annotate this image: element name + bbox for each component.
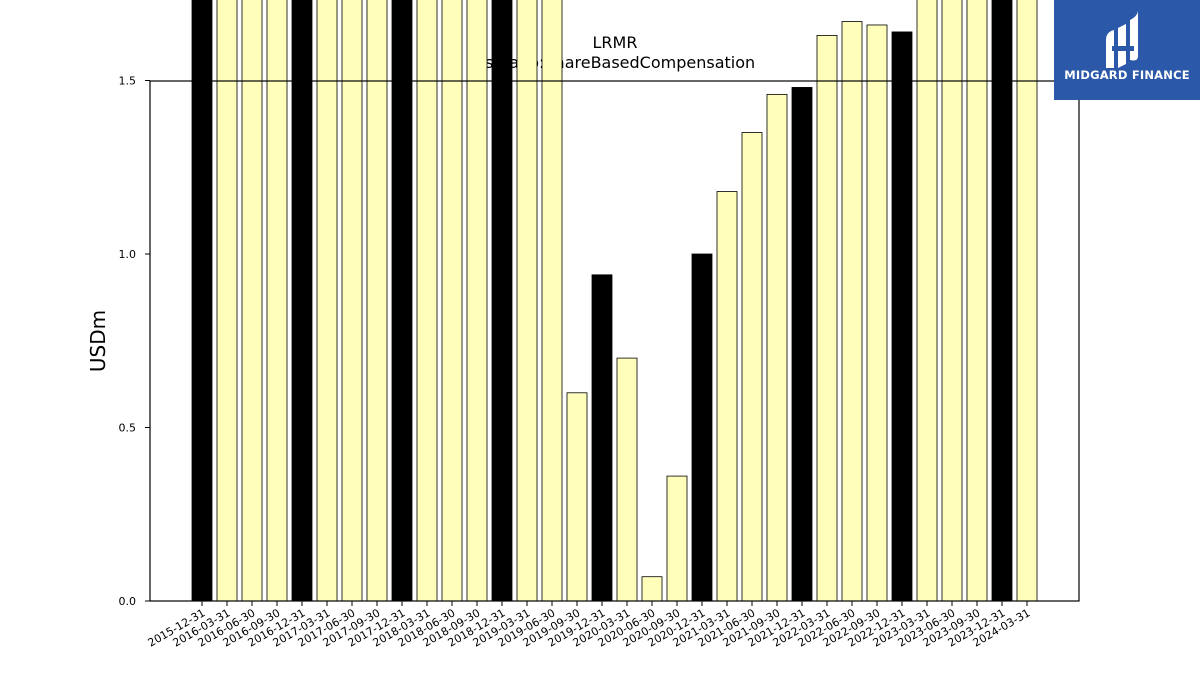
bar-2018-12-31: [491, 0, 513, 602]
y-axis: 0.00.51.01.52.02.5: [119, 75, 150, 608]
bar-2018-03-31: [416, 0, 438, 602]
y-tick-label: 1.5: [119, 75, 137, 88]
bar-2020-12-31: [691, 253, 713, 602]
bar-2015-12-31: [191, 0, 213, 602]
bar-2019-06-30: [541, 0, 563, 602]
bar-2023-03-31: [916, 0, 938, 602]
bar-2021-12-31: [791, 87, 813, 602]
bar-2019-03-31: [516, 0, 538, 602]
bar-2023-06-30: [941, 0, 963, 602]
bar-2020-06-30: [641, 576, 663, 602]
plot-frame: [149, 80, 1080, 602]
bar-2016-09-30: [266, 0, 288, 602]
bar-2022-09-30: [866, 24, 888, 602]
brand-logo: MIDGARD FINANCE: [1054, 0, 1200, 100]
bar-2022-06-30: [841, 21, 863, 602]
bar-2016-06-30: [241, 0, 263, 602]
bar-2023-12-31: [991, 0, 1013, 602]
bar-2020-03-31: [616, 357, 638, 602]
y-axis-label: USDm: [86, 310, 110, 372]
bar-2017-09-30: [366, 0, 388, 602]
logo-text: MIDGARD FINANCE: [1064, 68, 1190, 82]
y-tick-label: 0.5: [119, 422, 137, 435]
bar-2021-06-30: [741, 132, 763, 602]
bar-2022-12-31: [891, 31, 913, 602]
bar-2021-03-31: [716, 191, 738, 602]
chart-title: LRMR: [593, 33, 638, 52]
x-axis: 2015-12-312016-03-312016-06-302016-09-30…: [146, 601, 1033, 650]
y-tick-label: 1.0: [119, 248, 137, 261]
bar-2017-03-31: [316, 0, 338, 602]
bar-2016-12-31: [291, 0, 313, 602]
bar-2018-09-30: [466, 0, 488, 602]
bar-2018-06-30: [441, 0, 463, 602]
bar-2022-03-31: [816, 34, 838, 602]
bar-2023-09-30: [966, 0, 988, 602]
y-tick-label: 0.0: [119, 595, 137, 608]
bar-2016-03-31: [216, 0, 238, 602]
bar-2020-09-30: [666, 475, 688, 602]
bar-2019-12-31: [591, 274, 613, 602]
logo-mark-icon: [1106, 10, 1138, 68]
bar-2024-03-31: [1016, 0, 1038, 602]
bar-2021-09-30: [766, 93, 788, 602]
bar-2017-06-30: [341, 0, 363, 602]
bars-layer: [191, 0, 1038, 602]
bar-2017-12-31: [391, 0, 413, 602]
bar-2019-09-30: [566, 392, 588, 602]
